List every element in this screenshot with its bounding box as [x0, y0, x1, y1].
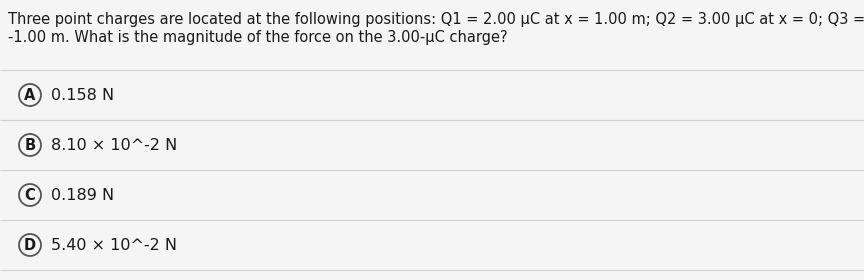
Text: 5.40 × 10^-2 N: 5.40 × 10^-2 N — [51, 237, 177, 253]
Text: B: B — [24, 137, 35, 153]
Text: A: A — [24, 87, 35, 102]
Text: C: C — [25, 188, 35, 202]
Text: 0.158 N: 0.158 N — [51, 87, 114, 102]
Text: Three point charges are located at the following positions: Q1 = 2.00 μC at x = : Three point charges are located at the f… — [8, 12, 864, 27]
Text: 0.189 N: 0.189 N — [51, 188, 114, 202]
Text: D: D — [24, 237, 36, 253]
Text: -1.00 m. What is the magnitude of the force on the 3.00-μC charge?: -1.00 m. What is the magnitude of the fo… — [8, 30, 508, 45]
Text: 8.10 × 10^-2 N: 8.10 × 10^-2 N — [51, 137, 177, 153]
